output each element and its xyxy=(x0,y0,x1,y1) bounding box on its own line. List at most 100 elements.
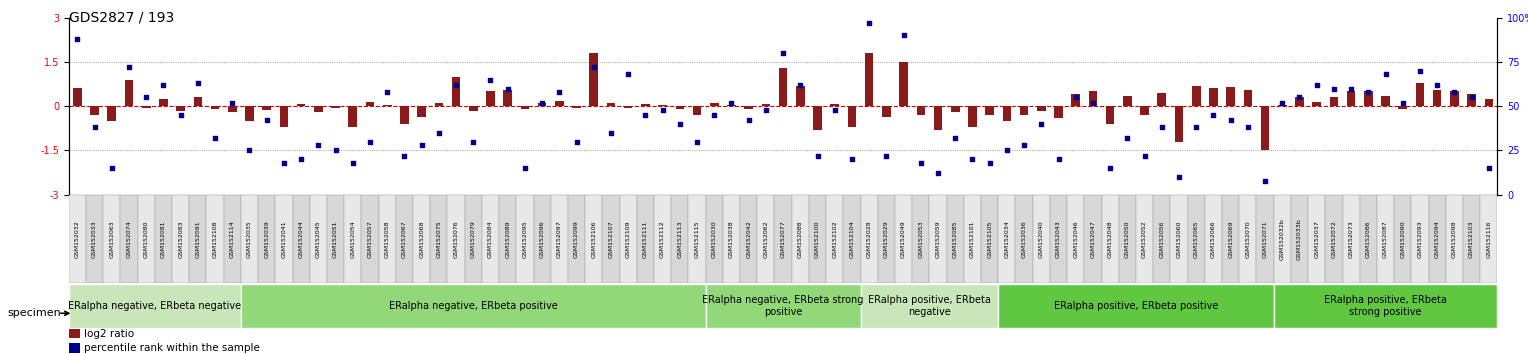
Bar xyxy=(244,106,254,121)
Point xyxy=(134,95,159,100)
Point xyxy=(341,160,365,166)
Bar xyxy=(223,195,241,283)
Bar xyxy=(1360,195,1377,283)
Text: GSM152060: GSM152060 xyxy=(1177,220,1181,258)
Bar xyxy=(241,284,706,328)
Bar xyxy=(69,329,79,338)
Bar xyxy=(258,195,275,283)
Point xyxy=(1099,165,1123,171)
Text: GSM152071: GSM152071 xyxy=(1262,220,1268,258)
Text: ERalpha positive, ERbeta
negative: ERalpha positive, ERbeta negative xyxy=(868,295,990,317)
Bar xyxy=(607,103,616,106)
Text: GSM152101: GSM152101 xyxy=(970,220,975,258)
Bar xyxy=(173,195,189,283)
Bar xyxy=(280,106,289,127)
Point xyxy=(1047,156,1071,162)
Text: GSM152106: GSM152106 xyxy=(591,220,596,258)
Point xyxy=(461,139,486,144)
Bar xyxy=(465,195,481,283)
Text: GSM152089: GSM152089 xyxy=(506,220,510,258)
Text: GSM152038: GSM152038 xyxy=(729,220,733,258)
Bar xyxy=(830,104,839,106)
Point xyxy=(495,86,520,91)
Bar xyxy=(417,106,426,116)
Point xyxy=(651,107,675,113)
Bar xyxy=(758,195,775,283)
Bar xyxy=(1365,91,1372,106)
Bar xyxy=(1239,195,1256,283)
Text: GSM152090: GSM152090 xyxy=(1400,220,1406,258)
Bar xyxy=(1274,284,1497,328)
Bar xyxy=(69,195,86,283)
Bar xyxy=(1462,195,1481,283)
Bar xyxy=(1123,96,1132,106)
Bar xyxy=(860,284,998,328)
Point xyxy=(374,89,399,95)
Bar xyxy=(348,106,358,127)
Point xyxy=(1167,174,1192,180)
Point xyxy=(564,139,588,144)
Bar xyxy=(1106,106,1114,124)
Point xyxy=(1287,95,1311,100)
Point xyxy=(443,82,468,88)
Text: GSM152051: GSM152051 xyxy=(333,220,338,258)
Bar xyxy=(1329,97,1339,106)
Text: GSM152032b: GSM152032b xyxy=(1280,218,1285,260)
Point xyxy=(1305,82,1329,88)
Text: GSM152050: GSM152050 xyxy=(1125,220,1129,258)
Bar xyxy=(998,195,1016,283)
Bar xyxy=(692,106,701,115)
Text: GSM152081: GSM152081 xyxy=(160,220,167,258)
Point xyxy=(1184,125,1209,130)
Bar xyxy=(1050,195,1067,283)
Text: GSM152080: GSM152080 xyxy=(144,220,148,258)
Bar xyxy=(90,106,99,115)
Point xyxy=(203,135,228,141)
Bar xyxy=(827,195,843,283)
Bar xyxy=(671,195,689,283)
Point xyxy=(1322,86,1346,91)
Text: GSM152113: GSM152113 xyxy=(677,220,683,258)
Bar xyxy=(1296,97,1303,106)
Bar xyxy=(86,195,104,283)
Bar xyxy=(998,284,1274,328)
Bar xyxy=(877,195,895,283)
Point xyxy=(840,156,865,162)
Bar xyxy=(689,195,706,283)
Bar xyxy=(121,195,138,283)
Bar xyxy=(211,106,220,109)
Bar xyxy=(1325,195,1343,283)
Text: GSM152084: GSM152084 xyxy=(487,220,494,258)
Bar xyxy=(503,90,512,106)
Text: GSM152054: GSM152054 xyxy=(350,220,356,258)
Point xyxy=(513,165,538,171)
Text: GSM152070: GSM152070 xyxy=(1245,220,1250,258)
Bar xyxy=(1398,106,1407,109)
Text: GSM152072: GSM152072 xyxy=(1331,220,1337,258)
Point xyxy=(926,171,950,176)
Bar xyxy=(775,195,792,283)
Bar xyxy=(315,106,322,112)
Point xyxy=(1374,72,1398,77)
Bar xyxy=(1450,91,1459,106)
Bar xyxy=(1088,91,1097,106)
Bar xyxy=(711,103,718,106)
Bar xyxy=(104,195,121,283)
Text: GSM152044: GSM152044 xyxy=(298,220,304,258)
Bar xyxy=(1256,195,1274,283)
Point xyxy=(168,112,193,118)
Bar xyxy=(706,195,723,283)
Point xyxy=(1115,135,1140,141)
Point xyxy=(185,80,209,86)
Point xyxy=(393,153,417,159)
Bar xyxy=(263,106,270,110)
Point xyxy=(960,156,984,162)
Bar xyxy=(1433,90,1441,106)
Bar xyxy=(706,284,860,328)
Point xyxy=(685,139,709,144)
Bar xyxy=(138,195,154,283)
Text: GSM152058: GSM152058 xyxy=(385,220,390,258)
Bar xyxy=(1175,106,1183,142)
Text: GSM152095: GSM152095 xyxy=(523,220,527,258)
Bar xyxy=(125,80,133,106)
